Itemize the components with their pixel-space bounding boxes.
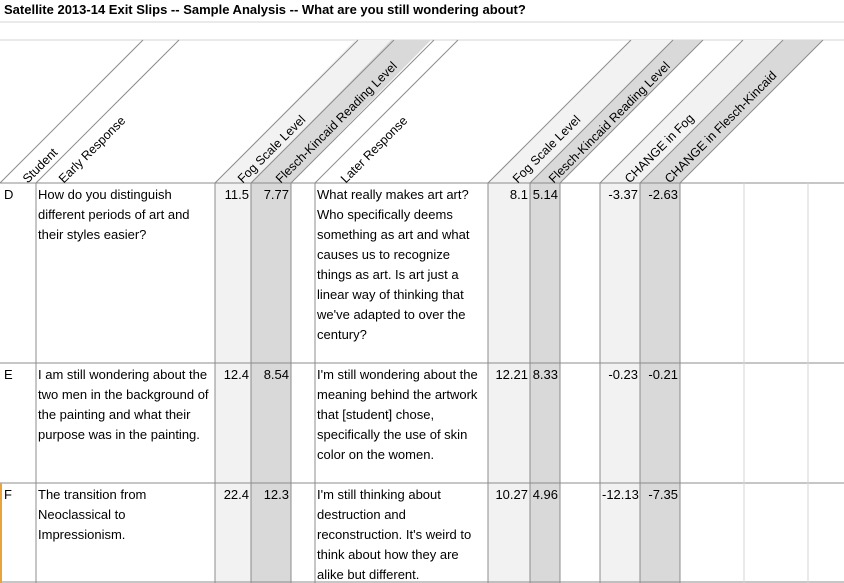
cell-fog-2[interactable]: 12.21 [495, 367, 528, 382]
cell-change-fk[interactable]: -0.21 [648, 367, 678, 382]
cell-fk-1[interactable]: 12.3 [263, 487, 289, 502]
cell-change-fog[interactable]: -3.37 [608, 187, 638, 202]
cell-fog-1[interactable]: 12.4 [223, 367, 249, 382]
cell-later-response[interactable]: I'm still wondering about the meaning be… [317, 367, 478, 462]
cell-fog-1[interactable]: 22.4 [223, 487, 249, 502]
cell-student[interactable]: D [4, 187, 14, 202]
cell-later-response[interactable]: What really makes art art? Who specifica… [317, 187, 470, 342]
cell-early-response[interactable]: I am still wondering about the two men i… [38, 367, 209, 442]
cell-student[interactable]: F [4, 487, 12, 502]
cell-fog-2[interactable]: 10.27 [495, 487, 528, 502]
cell-change-fk[interactable]: -2.63 [648, 187, 678, 202]
cell-change-fk[interactable]: -7.35 [648, 487, 678, 502]
cell-fk-2[interactable]: 8.33 [532, 367, 558, 382]
cell-change-fog[interactable]: -12.13 [602, 487, 639, 502]
cell-change-fog[interactable]: -0.23 [608, 367, 638, 382]
cell-fk-2[interactable]: 4.96 [532, 487, 558, 502]
cell-fog-2[interactable]: 8.1 [509, 187, 528, 202]
cell-fog-1[interactable]: 11.5 [224, 187, 249, 202]
cell-early-response[interactable]: How do you distinguish different periods… [38, 187, 190, 242]
sheet-title: Satellite 2013-14 Exit Slips -- Sample A… [4, 2, 526, 17]
cell-later-response[interactable]: I'm still thinking about destruction and… [317, 487, 472, 582]
cell-early-response[interactable]: The transition from Neoclassical to Impr… [38, 487, 147, 542]
cell-fk-2[interactable]: 5.14 [532, 187, 558, 202]
cell-fk-1[interactable]: 7.77 [263, 187, 289, 202]
cell-student[interactable]: E [4, 367, 13, 382]
cell-fk-1[interactable]: 8.54 [263, 367, 289, 382]
